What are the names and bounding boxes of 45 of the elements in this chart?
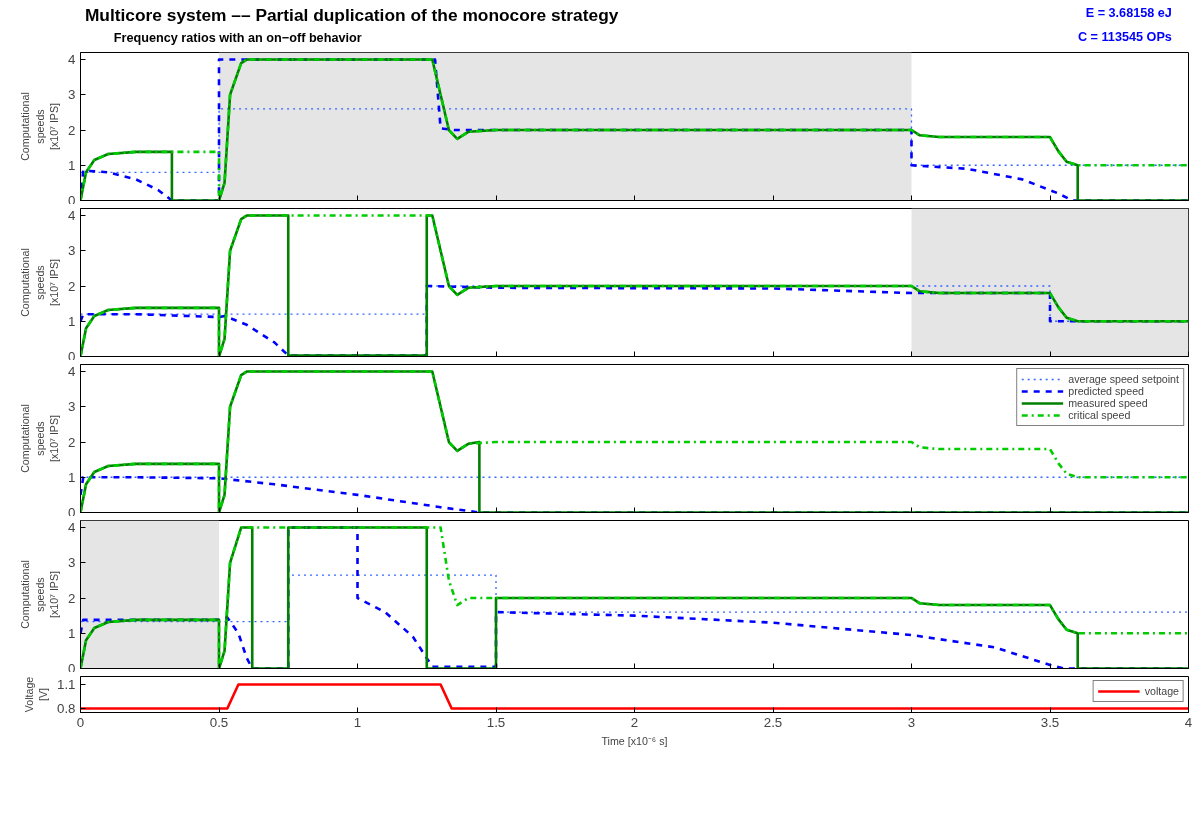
legend-label: measured speed xyxy=(1068,397,1148,409)
y-tick-label: 1.1 xyxy=(56,677,76,692)
x-tick-label: 3 xyxy=(907,714,916,730)
y-tick-label: 2 xyxy=(68,434,76,450)
y-tick-label: 0 xyxy=(68,348,76,364)
chart-subtitle: Frequency ratios with an on−off behavior xyxy=(113,30,362,45)
x-tick-label: 2 xyxy=(630,714,639,730)
y-tick-label: 3 xyxy=(68,399,76,415)
x-tick-label: 3.5 xyxy=(1040,714,1060,730)
y-tick-label: 3 xyxy=(68,87,76,103)
legend-label: voltage xyxy=(1144,685,1179,697)
y-tick-label: 1 xyxy=(68,469,76,485)
y-tick-label: 4 xyxy=(68,208,77,224)
x-tick-label: 4 xyxy=(1184,714,1193,730)
y-tick-label: 3 xyxy=(68,555,76,571)
legend-label: average speed setpoint xyxy=(1068,373,1179,385)
text: C = 113545 OPs xyxy=(1077,29,1172,44)
y-axis-title: Computational speeds [x10⁷ IPS] xyxy=(19,560,61,629)
y-tick-label: 3 xyxy=(68,243,76,259)
y-tick-label: 0.8 xyxy=(56,701,76,716)
y-tick-label: 1 xyxy=(68,313,76,329)
y-tick-label: 0 xyxy=(68,660,76,676)
y-tick-label: 2 xyxy=(68,278,76,294)
y-axis-title: Computational speeds [x10⁷ IPS] xyxy=(19,404,61,473)
y-axis-title: Computational speeds [x10⁷ IPS] xyxy=(19,248,61,317)
y-axis-title: Computational speeds [x10⁷ IPS] xyxy=(19,92,61,161)
legend-label: predicted speed xyxy=(1068,385,1145,397)
y-tick-label: 4 xyxy=(68,52,77,68)
y-tick-label: 2 xyxy=(68,590,76,606)
text: E = 3.68158 eJ xyxy=(1085,5,1172,20)
y-tick-label: 4 xyxy=(68,364,77,380)
x-axis-title: Time [x10⁻⁶ s] xyxy=(601,734,668,747)
chart-title: Multicore system –– Partial duplication of the monocore strategy xyxy=(84,4,619,25)
x-tick-label: 0.5 xyxy=(209,714,229,730)
y-tick-label: 1 xyxy=(68,625,76,641)
y-tick-label: 1 xyxy=(68,157,76,173)
y-tick-label: 4 xyxy=(68,520,77,536)
x-tick-label: 2.5 xyxy=(763,714,783,730)
y-axis-title: Voltage [V] xyxy=(22,676,49,713)
x-tick-label: 1 xyxy=(353,714,362,730)
y-tick-label: 0 xyxy=(68,192,76,208)
x-tick-label: 1.5 xyxy=(486,714,506,730)
legend-label: critical speed xyxy=(1068,409,1131,421)
y-tick-label: 2 xyxy=(68,122,76,138)
y-tick-label: 0 xyxy=(68,504,76,520)
